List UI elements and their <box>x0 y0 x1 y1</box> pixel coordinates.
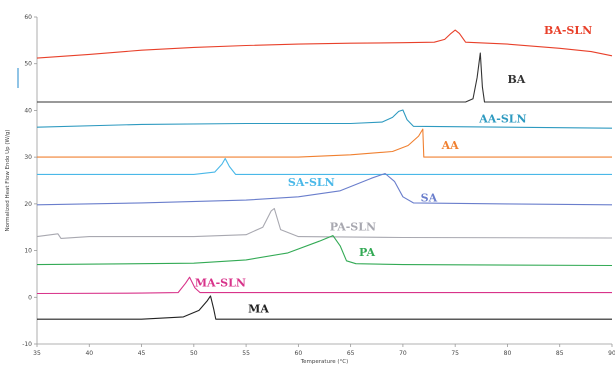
x-tick-label: 50 <box>190 350 198 357</box>
series-line-sa-sln <box>37 157 612 175</box>
plot-frame <box>17 17 612 345</box>
series-line-ba-sln <box>36 29 613 59</box>
series-label-sa: SA <box>421 191 438 204</box>
series-label-ma-sln: MA-SLN <box>195 276 246 289</box>
y-tick-label: 10 <box>24 248 32 255</box>
series-label-pa: PA <box>359 246 375 259</box>
y-tick-label: 60 <box>24 14 32 21</box>
series-lines <box>36 29 613 320</box>
series-label-ma: MA <box>248 302 269 315</box>
series-label-aa: AA <box>441 139 460 152</box>
x-tick-label: 80 <box>504 350 512 357</box>
x-axis-title: Temperature (°C) <box>300 359 348 365</box>
series-line-pa <box>36 235 613 267</box>
series-label-ba: BA <box>507 73 525 86</box>
y-tick-label: 30 <box>24 154 32 161</box>
y-axis-ticks: -10 0 10 20 30 40 50 60 <box>22 14 37 348</box>
series-label-aa-sln: AA-SLN <box>478 112 526 125</box>
series-label-sa-sln: SA-SLN <box>288 176 335 189</box>
x-tick-label: 65 <box>347 350 355 357</box>
series-label-ba-sln: BA-SLN <box>544 24 592 37</box>
x-tick-label: 75 <box>451 350 459 357</box>
y-tick-label: 20 <box>24 201 32 208</box>
y-tick-label: 50 <box>24 61 32 68</box>
series-line-pa-sln <box>36 207 613 239</box>
y-tick-label: -10 <box>22 341 32 348</box>
x-tick-label: 40 <box>85 350 93 357</box>
series-line-sa <box>36 172 613 206</box>
x-tick-label: 35 <box>33 350 41 357</box>
series-line-ma <box>37 295 612 320</box>
series-line-ma-sln <box>36 276 612 295</box>
series-line-aa-sln <box>36 109 613 129</box>
x-tick-label: 90 <box>608 350 615 357</box>
x-axis-ticks: 35 40 45 50 55 60 65 70 75 80 85 90 <box>33 344 615 357</box>
series-label-pa-sln: PA-SLN <box>330 220 376 233</box>
x-tick-label: 60 <box>295 350 303 357</box>
series-line-aa <box>37 128 612 158</box>
x-tick-label: 85 <box>556 350 564 357</box>
x-tick-label: 70 <box>399 350 407 357</box>
x-tick-label: 55 <box>242 350 250 357</box>
y-axis-title: Normalized Heat Flow Endo Up (W/g) <box>5 130 11 232</box>
x-tick-label: 45 <box>138 350 146 357</box>
y-tick-label: 40 <box>24 107 32 114</box>
y-tick-label: 0 <box>28 294 32 301</box>
series-line-ba <box>37 52 612 103</box>
